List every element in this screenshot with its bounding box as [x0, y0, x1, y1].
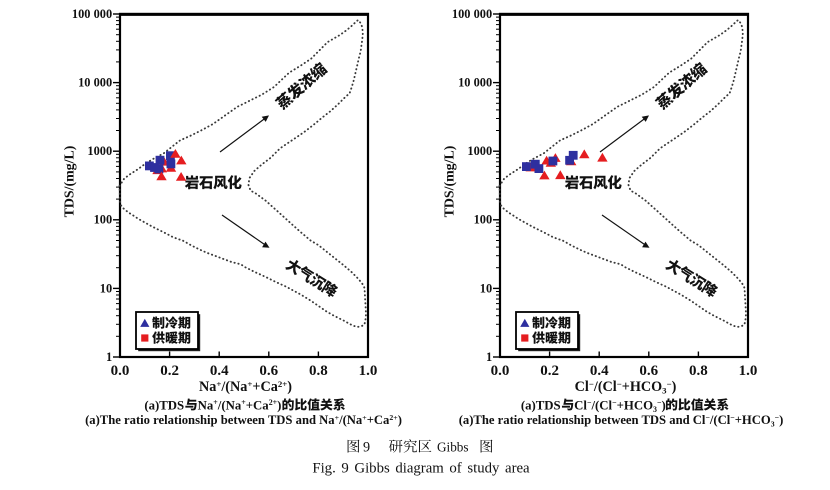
svg-text:0.4: 0.4	[210, 363, 229, 379]
svg-text:0.6: 0.6	[259, 363, 278, 379]
svg-text:Cl−​/(Cl−​+HCO3​−​): Cl−​/(Cl−​+HCO3​−​)	[574, 398, 666, 414]
svg-text:100: 100	[474, 213, 493, 227]
svg-text:100: 100	[94, 213, 113, 227]
svg-text:0.8: 0.8	[309, 363, 328, 379]
svg-text:0.8: 0.8	[689, 363, 708, 379]
svg-text:0.0: 0.0	[111, 363, 130, 379]
svg-text:1: 1	[106, 350, 112, 364]
svg-text:TDS/(mg/L): TDS/(mg/L)	[443, 145, 458, 217]
svg-text:Cl−​/(Cl−​+HCO3​−​): Cl−​/(Cl−​+HCO3​−​)	[575, 379, 677, 396]
svg-text:0.4: 0.4	[590, 363, 609, 379]
svg-text:Fig. 9 Gibbs diagram of study: Fig. 9 Gibbs diagram of study area	[312, 461, 530, 477]
svg-text:(a)The ratio relationship betw: (a)The ratio relationship between TDS an…	[459, 413, 784, 429]
svg-text:0.2: 0.2	[540, 363, 559, 379]
svg-text:(a)The ratio relationship betw: (a)The ratio relationship between TDS an…	[85, 413, 402, 427]
svg-text:1000: 1000	[87, 144, 112, 158]
svg-text:10 000: 10 000	[458, 76, 492, 90]
svg-text:Na+​/(Na+​+Ca2+​): Na+​/(Na+​+Ca2+​)	[199, 379, 292, 395]
svg-text:100 000: 100 000	[452, 7, 492, 21]
svg-text:1.0: 1.0	[739, 363, 758, 379]
svg-text:9: 9	[363, 440, 370, 456]
svg-text:Gibbs: Gibbs	[437, 440, 469, 455]
svg-text:0.2: 0.2	[160, 363, 179, 379]
svg-text:10: 10	[100, 281, 112, 295]
svg-text:10: 10	[480, 281, 492, 295]
svg-text:Na+​/(Na+​+Ca2+​): Na+​/(Na+​+Ca2+​)	[198, 398, 282, 412]
svg-text:(a)TDS: (a)TDS	[521, 398, 561, 412]
svg-text:1: 1	[486, 350, 492, 364]
svg-text:10 000: 10 000	[78, 76, 112, 90]
svg-text:0.0: 0.0	[491, 363, 510, 379]
svg-text:(a)TDS: (a)TDS	[144, 398, 184, 412]
svg-text:1.0: 1.0	[359, 363, 378, 379]
svg-text:0.6: 0.6	[639, 363, 658, 379]
svg-text:1000: 1000	[467, 144, 492, 158]
svg-text:100 000: 100 000	[72, 7, 112, 21]
svg-text:TDS/(mg/L): TDS/(mg/L)	[63, 145, 78, 217]
